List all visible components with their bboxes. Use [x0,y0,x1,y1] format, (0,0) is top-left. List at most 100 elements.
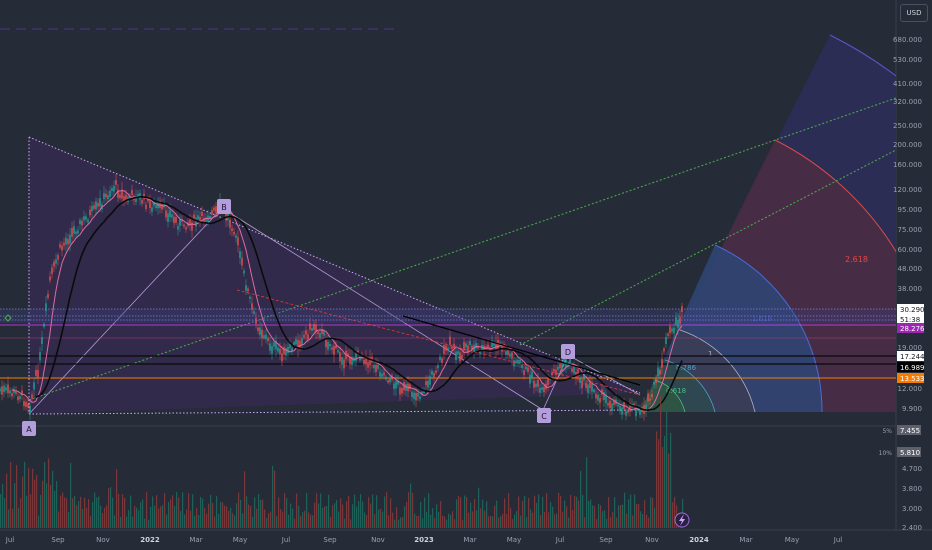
x-tick-label: May [507,536,521,544]
candle-body [53,261,55,267]
fib-circles[interactable]: 2.618 1.618 1 0.786 0.618 [640,34,932,413]
volume-bar [196,507,198,528]
volume-bar [384,496,386,528]
volume-bar [524,495,526,528]
volume-bar [582,494,584,528]
candle-body [475,343,477,349]
candle-body [215,206,217,214]
volume-bar [612,511,614,528]
candle-body [279,348,281,355]
volume-bar [392,512,394,528]
volume-bar [480,508,482,528]
svg-text:C: C [541,412,547,421]
alert-diamond-icon[interactable] [4,314,12,322]
volume-bar [120,516,122,528]
volume-bar [16,464,18,528]
candle-body [467,345,469,353]
y-tick-label: 60.000 [898,246,923,254]
candle-body [359,357,361,361]
candle-body [15,391,17,394]
volume-bar [386,492,388,528]
candle-body [61,245,63,251]
volume-bar [170,499,172,528]
volume-bar [106,505,108,528]
candle-body [141,199,143,204]
y-tick-label: 250.000 [893,122,922,130]
volume-bar [36,475,38,528]
volume-bar [590,499,592,528]
candle-body [75,231,77,235]
candle-body [321,329,323,335]
y-tick-label: 120.000 [893,186,922,194]
currency-button[interactable]: USD [900,4,928,22]
volume-bar [658,439,660,528]
candle-body [609,400,611,409]
price-label: 28.276 [900,325,925,333]
volume-bar [320,493,322,528]
point-a[interactable]: A [22,421,36,436]
candle-body [263,335,265,339]
volume-bar [344,518,346,528]
volume-bar [456,499,458,528]
volume-bar [144,518,146,528]
candle-body [533,380,535,388]
y-tick-label: 320.000 [893,98,922,106]
time-axis[interactable]: Jul Sep Nov 2022 Mar May Jul Sep Nov 2023 Mar May Ju… [5,536,843,544]
volume-bar [410,483,412,528]
x-tick-label: May [233,536,247,544]
volume-bar [44,462,46,528]
point-c[interactable]: C [537,408,551,423]
candle-body [365,356,367,365]
volume-bar [6,473,8,528]
volume-bar [270,511,272,528]
moving-average-slow[interactable] [35,196,683,412]
volume-bar [304,510,306,528]
candle-body [325,339,327,348]
y-tick-label: 95.000 [898,206,923,214]
candle-body [307,334,309,340]
volume-bar [516,510,518,528]
volume-bar [496,500,498,528]
volume-bar [498,517,500,528]
volume-bar [238,492,240,528]
candle-body [171,214,173,218]
volume-bar [118,493,120,528]
volume-bar [404,506,406,528]
price-label: 16.989 [900,364,925,372]
trendline-green-lower[interactable] [519,149,896,346]
volume-bar [84,497,86,528]
x-tick-label: 2022 [140,536,160,544]
volume-bar [626,513,628,528]
volume-bar [214,516,216,528]
candle-body [11,393,13,397]
volume-bar [624,492,626,528]
candle-body [449,336,451,345]
triangle-pattern[interactable] [29,137,640,414]
point-d[interactable]: D [561,344,575,359]
candle-body [331,347,333,350]
volume-bar [124,497,126,528]
candle-body [587,384,589,393]
candle-body [441,358,443,364]
price-label: 30.290 [900,306,925,314]
candle-body [539,387,541,393]
volume-bar [274,470,276,528]
candle-body [417,392,419,397]
candle-body [465,343,467,348]
trendline-green-upper[interactable] [28,97,896,401]
volume-bar [352,504,354,528]
x-tick-label: Sep [323,536,337,544]
candle-body [639,410,641,415]
x-tick-label: Mar [189,536,202,544]
volume-bar [332,505,334,528]
volume-bar [96,497,98,528]
volume-bar [262,499,264,528]
lightning-icon[interactable] [674,512,690,528]
volume-bar [366,514,368,528]
candle-body [547,378,549,386]
candle-body [591,384,593,392]
price-axis[interactable]: 680.000 530.000 410.000 320.000 250.000 200.0… [893,36,922,532]
candle-body [679,316,681,324]
point-b[interactable]: B [217,199,231,214]
